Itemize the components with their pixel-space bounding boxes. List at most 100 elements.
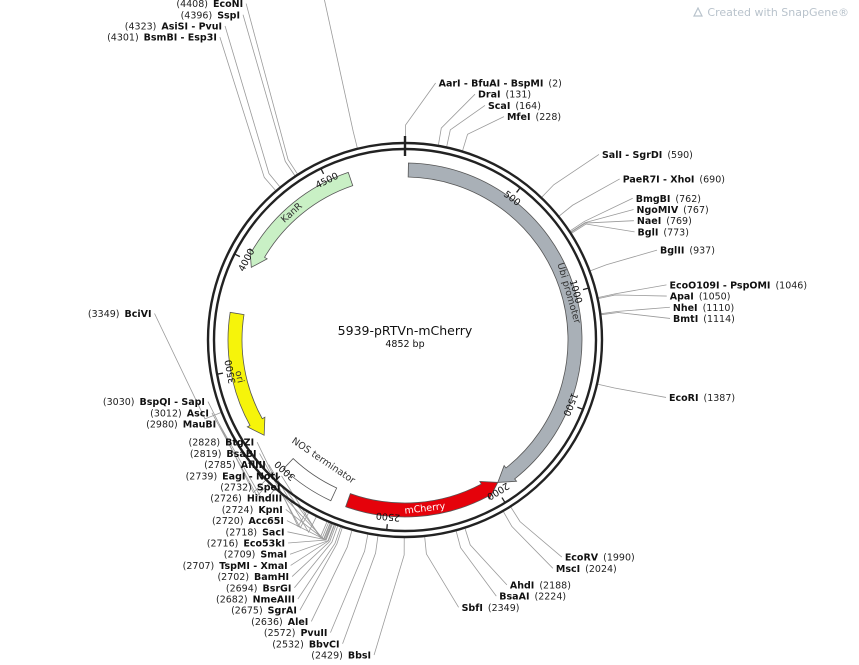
site-name: BglII <box>660 246 684 257</box>
site-position: (2707) <box>183 561 215 572</box>
site-nmeaiii[interactable]: NmeAIII (2682) <box>216 595 295 606</box>
site-position: (2726) <box>210 494 242 505</box>
site-position: (1046) <box>775 280 807 291</box>
site-position: (1110) <box>703 303 735 314</box>
site-leader-line <box>207 401 266 494</box>
site-name: SpeI <box>257 483 281 494</box>
site-name: DraI <box>478 90 501 101</box>
site-leader-line <box>598 284 667 298</box>
site-drai[interactable]: DraI (131) <box>478 90 531 101</box>
site-scai[interactable]: ScaI (164) <box>488 101 541 112</box>
site-position: (773) <box>663 227 689 238</box>
site-leader-line <box>289 524 335 555</box>
site-bmgbi[interactable]: BmgBI (762) <box>636 194 701 205</box>
tick-mark <box>501 497 506 504</box>
site-btgzi[interactable]: BtgZI (2828) <box>189 438 255 449</box>
site-ahdi[interactable]: AhdI (2188) <box>510 580 571 591</box>
site-leader-line <box>297 527 341 600</box>
plasmid-size: 4852 bp <box>385 339 424 350</box>
site-name: NheI <box>673 303 698 314</box>
site-position: (3030) <box>103 397 135 408</box>
site-position: (590) <box>667 150 693 161</box>
site-ecoo109i-pspomi[interactable]: EcoO109I - PspOMI (1046) <box>669 280 807 291</box>
site-bmti[interactable]: BmtI (1114) <box>673 314 735 325</box>
site-position: (2720) <box>212 516 244 527</box>
site-name: SmaI <box>260 550 287 561</box>
site-ecorv[interactable]: EcoRV (1990) <box>565 553 635 564</box>
site-bbvci[interactable]: BbvCI (2532) <box>272 639 339 650</box>
site-bsmbi-esp3i[interactable]: BsmBI - Esp3I (4301) <box>107 33 217 44</box>
site-sbfi[interactable]: SbfI (2349) <box>462 603 520 614</box>
site-paer7i-xhoi[interactable]: PaeR7I - XhoI (690) <box>623 174 725 185</box>
plasmid-center-label: 5939-pRTVn-mCherry 4852 bp <box>338 323 473 350</box>
site-apai[interactable]: ApaI (1050) <box>670 292 731 303</box>
feature-mcherry <box>345 480 499 518</box>
site-acc65i[interactable]: Acc65I (2720) <box>212 516 284 527</box>
site-position: (2732) <box>220 483 252 494</box>
site-bcivi[interactable]: BciVI (3349) <box>88 309 152 320</box>
site-bspqi-sapi[interactable]: BspQI - SapI (3030) <box>103 397 205 408</box>
site-leader-line <box>288 524 333 544</box>
site-name: SspI <box>217 10 240 21</box>
site-asisi-pvui[interactable]: AsiSI - PvuI (4323) <box>125 21 222 32</box>
site-leader-line <box>342 536 379 644</box>
site-name: BsrGI <box>262 583 291 594</box>
site-afliii[interactable]: AflIII (2785) <box>204 460 266 471</box>
site-bsaai[interactable]: BsaAI (2224) <box>499 592 566 603</box>
site-bgli[interactable]: BglI (773) <box>638 227 689 238</box>
site-position: (4301) <box>107 33 139 44</box>
site-bbsi[interactable]: BbsI (2429) <box>311 651 371 662</box>
site-asci[interactable]: AscI (3012) <box>150 408 209 419</box>
site-name: TspMI - XmaI <box>219 561 287 572</box>
site-name: ScaI <box>488 101 510 112</box>
site-mfei[interactable]: MfeI (228) <box>507 112 561 123</box>
site-sspi[interactable]: SspI (4396) <box>181 10 240 21</box>
feature-label-mcherry: mCherry <box>404 501 446 517</box>
plasmid-backbone <box>206 136 604 539</box>
site-eco53ki[interactable]: Eco53kI (2716) <box>207 539 285 550</box>
site-hindiii[interactable]: HindIII (2726) <box>210 494 282 505</box>
site-name: EcoO109I - PspOMI <box>669 280 770 291</box>
site-name: PaeR7I - XhoI <box>623 174 695 185</box>
site-sali-sgrdi[interactable]: SalI - SgrDI (590) <box>602 150 693 161</box>
site-leader-line <box>299 527 343 611</box>
site-eagi-noti[interactable]: EagI - NotI (2739) <box>186 471 279 482</box>
site-spei[interactable]: SpeI (2732) <box>220 483 280 494</box>
site-leader-line <box>503 511 554 569</box>
site-leader-line <box>464 528 508 586</box>
site-aari-bfuai-bspmi[interactable]: AarI - BfuAI - BspMI (2) <box>439 79 562 90</box>
site-position: (2694) <box>226 583 258 594</box>
site-maubi[interactable]: MauBI (2980) <box>146 419 216 430</box>
site-position: (2024) <box>585 564 617 575</box>
site-bsabi[interactable]: BsaBI (2819) <box>190 449 257 460</box>
site-ngomiv[interactable]: NgoMIV (767) <box>637 205 709 216</box>
site-alei[interactable]: AleI (2636) <box>251 617 308 628</box>
site-bamhi[interactable]: BamHI (2702) <box>217 572 289 583</box>
site-msci[interactable]: MscI (2024) <box>556 564 617 575</box>
site-leader-line <box>373 537 405 656</box>
site-bglii[interactable]: BglII (937) <box>660 246 715 257</box>
site-name: Eco53kI <box>243 539 285 550</box>
site-nhei[interactable]: NheI (1110) <box>673 303 734 314</box>
site-sgrai[interactable]: SgrAI (2675) <box>231 606 297 617</box>
site-ecori[interactable]: EcoRI (1387) <box>669 393 735 404</box>
tick-mark <box>275 475 281 482</box>
site-name: BmtI <box>673 314 698 325</box>
site-smai[interactable]: SmaI (2709) <box>224 550 287 561</box>
site-tspmi-xmai[interactable]: TspMI - XmaI (2707) <box>183 561 288 572</box>
site-leader-line <box>438 93 476 145</box>
site-name: KpnI <box>258 505 282 516</box>
site-econi[interactable]: EcoNI (4408) <box>176 0 243 10</box>
site-name: ApaI <box>670 292 694 303</box>
site-name: BciVI <box>125 309 152 320</box>
site-position: (2188) <box>539 580 571 591</box>
site-name: PvuII <box>300 628 327 639</box>
site-position: (2980) <box>146 419 178 430</box>
site-saci[interactable]: SacI (2718) <box>225 527 284 538</box>
site-kpni[interactable]: KpnI (2724) <box>222 505 283 516</box>
site-naei[interactable]: NaeI (769) <box>637 216 692 227</box>
site-name: EcoRI <box>669 393 699 404</box>
site-bsrgi[interactable]: BsrGI (2694) <box>226 583 292 594</box>
site-pvuii[interactable]: PvuII (2572) <box>264 628 328 639</box>
